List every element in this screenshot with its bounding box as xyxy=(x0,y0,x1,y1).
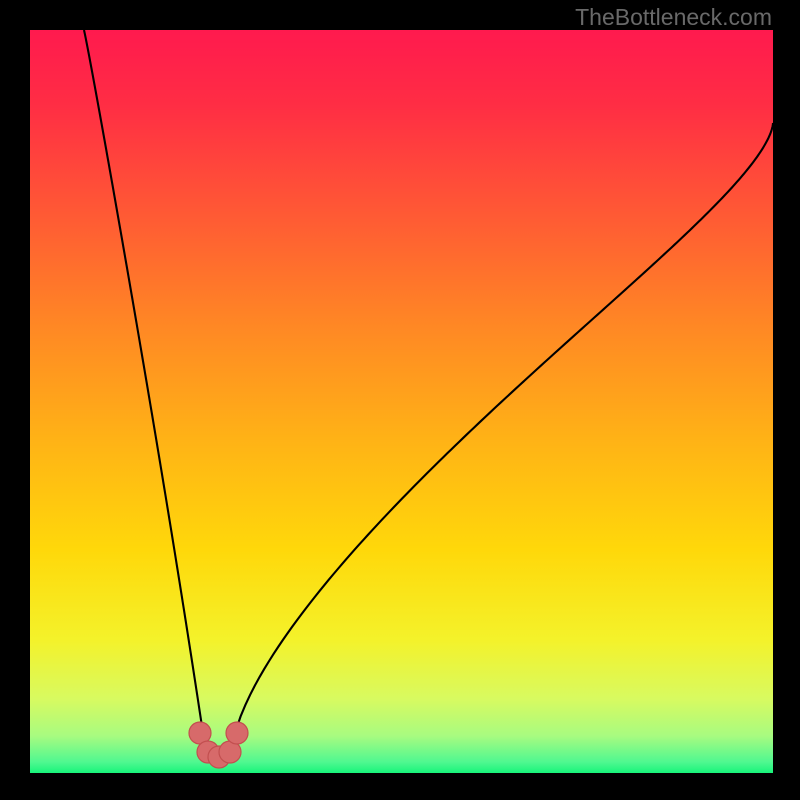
plot-svg xyxy=(30,30,773,773)
cusp-marker xyxy=(226,722,248,744)
chart-root: TheBottleneck.com xyxy=(0,0,800,800)
plot-area xyxy=(30,30,773,773)
watermark-text: TheBottleneck.com xyxy=(575,4,772,31)
gradient-background xyxy=(30,30,773,773)
